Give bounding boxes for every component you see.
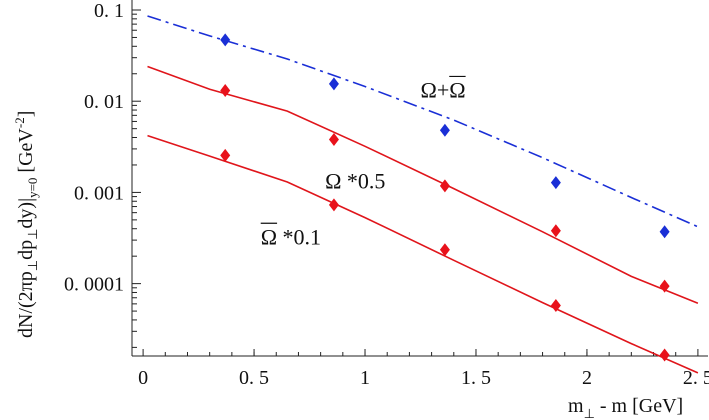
data-point: [439, 123, 450, 137]
y-ticks: 0. 1 0. 01 0. 001 0. 0001: [64, 0, 141, 348]
series-line-2: [147, 134, 699, 374]
data-point: [659, 348, 670, 362]
x-tick-label: 0: [138, 367, 148, 389]
series-label-2: Ω *0.1: [261, 224, 321, 249]
series-label-1: Ω *0.5: [325, 169, 385, 194]
x-axis-title: m⊥ - m [GeV]: [568, 395, 683, 420]
series-labels: Ω+Ω Ω *0.5 Ω *0.1: [260, 75, 466, 249]
x-tick-label: 2. 5: [683, 367, 709, 389]
data-point: [328, 77, 339, 91]
x-tick-label: 2: [582, 367, 592, 389]
data-point: [659, 279, 670, 293]
x-tick-label: 1. 5: [461, 367, 491, 389]
y-tick-label: 0. 001: [74, 182, 124, 204]
data-point: [220, 33, 231, 47]
x-ticks: 0 0. 5 1 1. 5 2 2. 5: [138, 349, 709, 389]
data-point: [328, 198, 339, 212]
data-point: [550, 176, 561, 190]
data-point: [550, 299, 561, 313]
series-layer: [147, 15, 699, 374]
x-tick-label: 1: [360, 367, 370, 389]
data-point: [439, 243, 450, 257]
x-tick-label: 0. 5: [239, 367, 269, 389]
data-point: [328, 133, 339, 147]
y-axis-title: dN/(2πp⊥dp⊥dy)|y=0 [GeV-2]: [12, 111, 40, 338]
data-point: [550, 224, 561, 238]
y-tick-label: 0. 0001: [64, 274, 124, 296]
axes: [131, 0, 708, 357]
series-label-0: Ω+Ω: [421, 77, 466, 102]
data-point: [439, 179, 450, 193]
data-point: [220, 148, 231, 162]
data-point: [659, 225, 670, 239]
y-tick-label: 0. 1: [94, 0, 124, 22]
data-point: [220, 84, 231, 98]
y-tick-label: 0. 01: [84, 91, 124, 113]
series-line-0: [147, 15, 699, 228]
